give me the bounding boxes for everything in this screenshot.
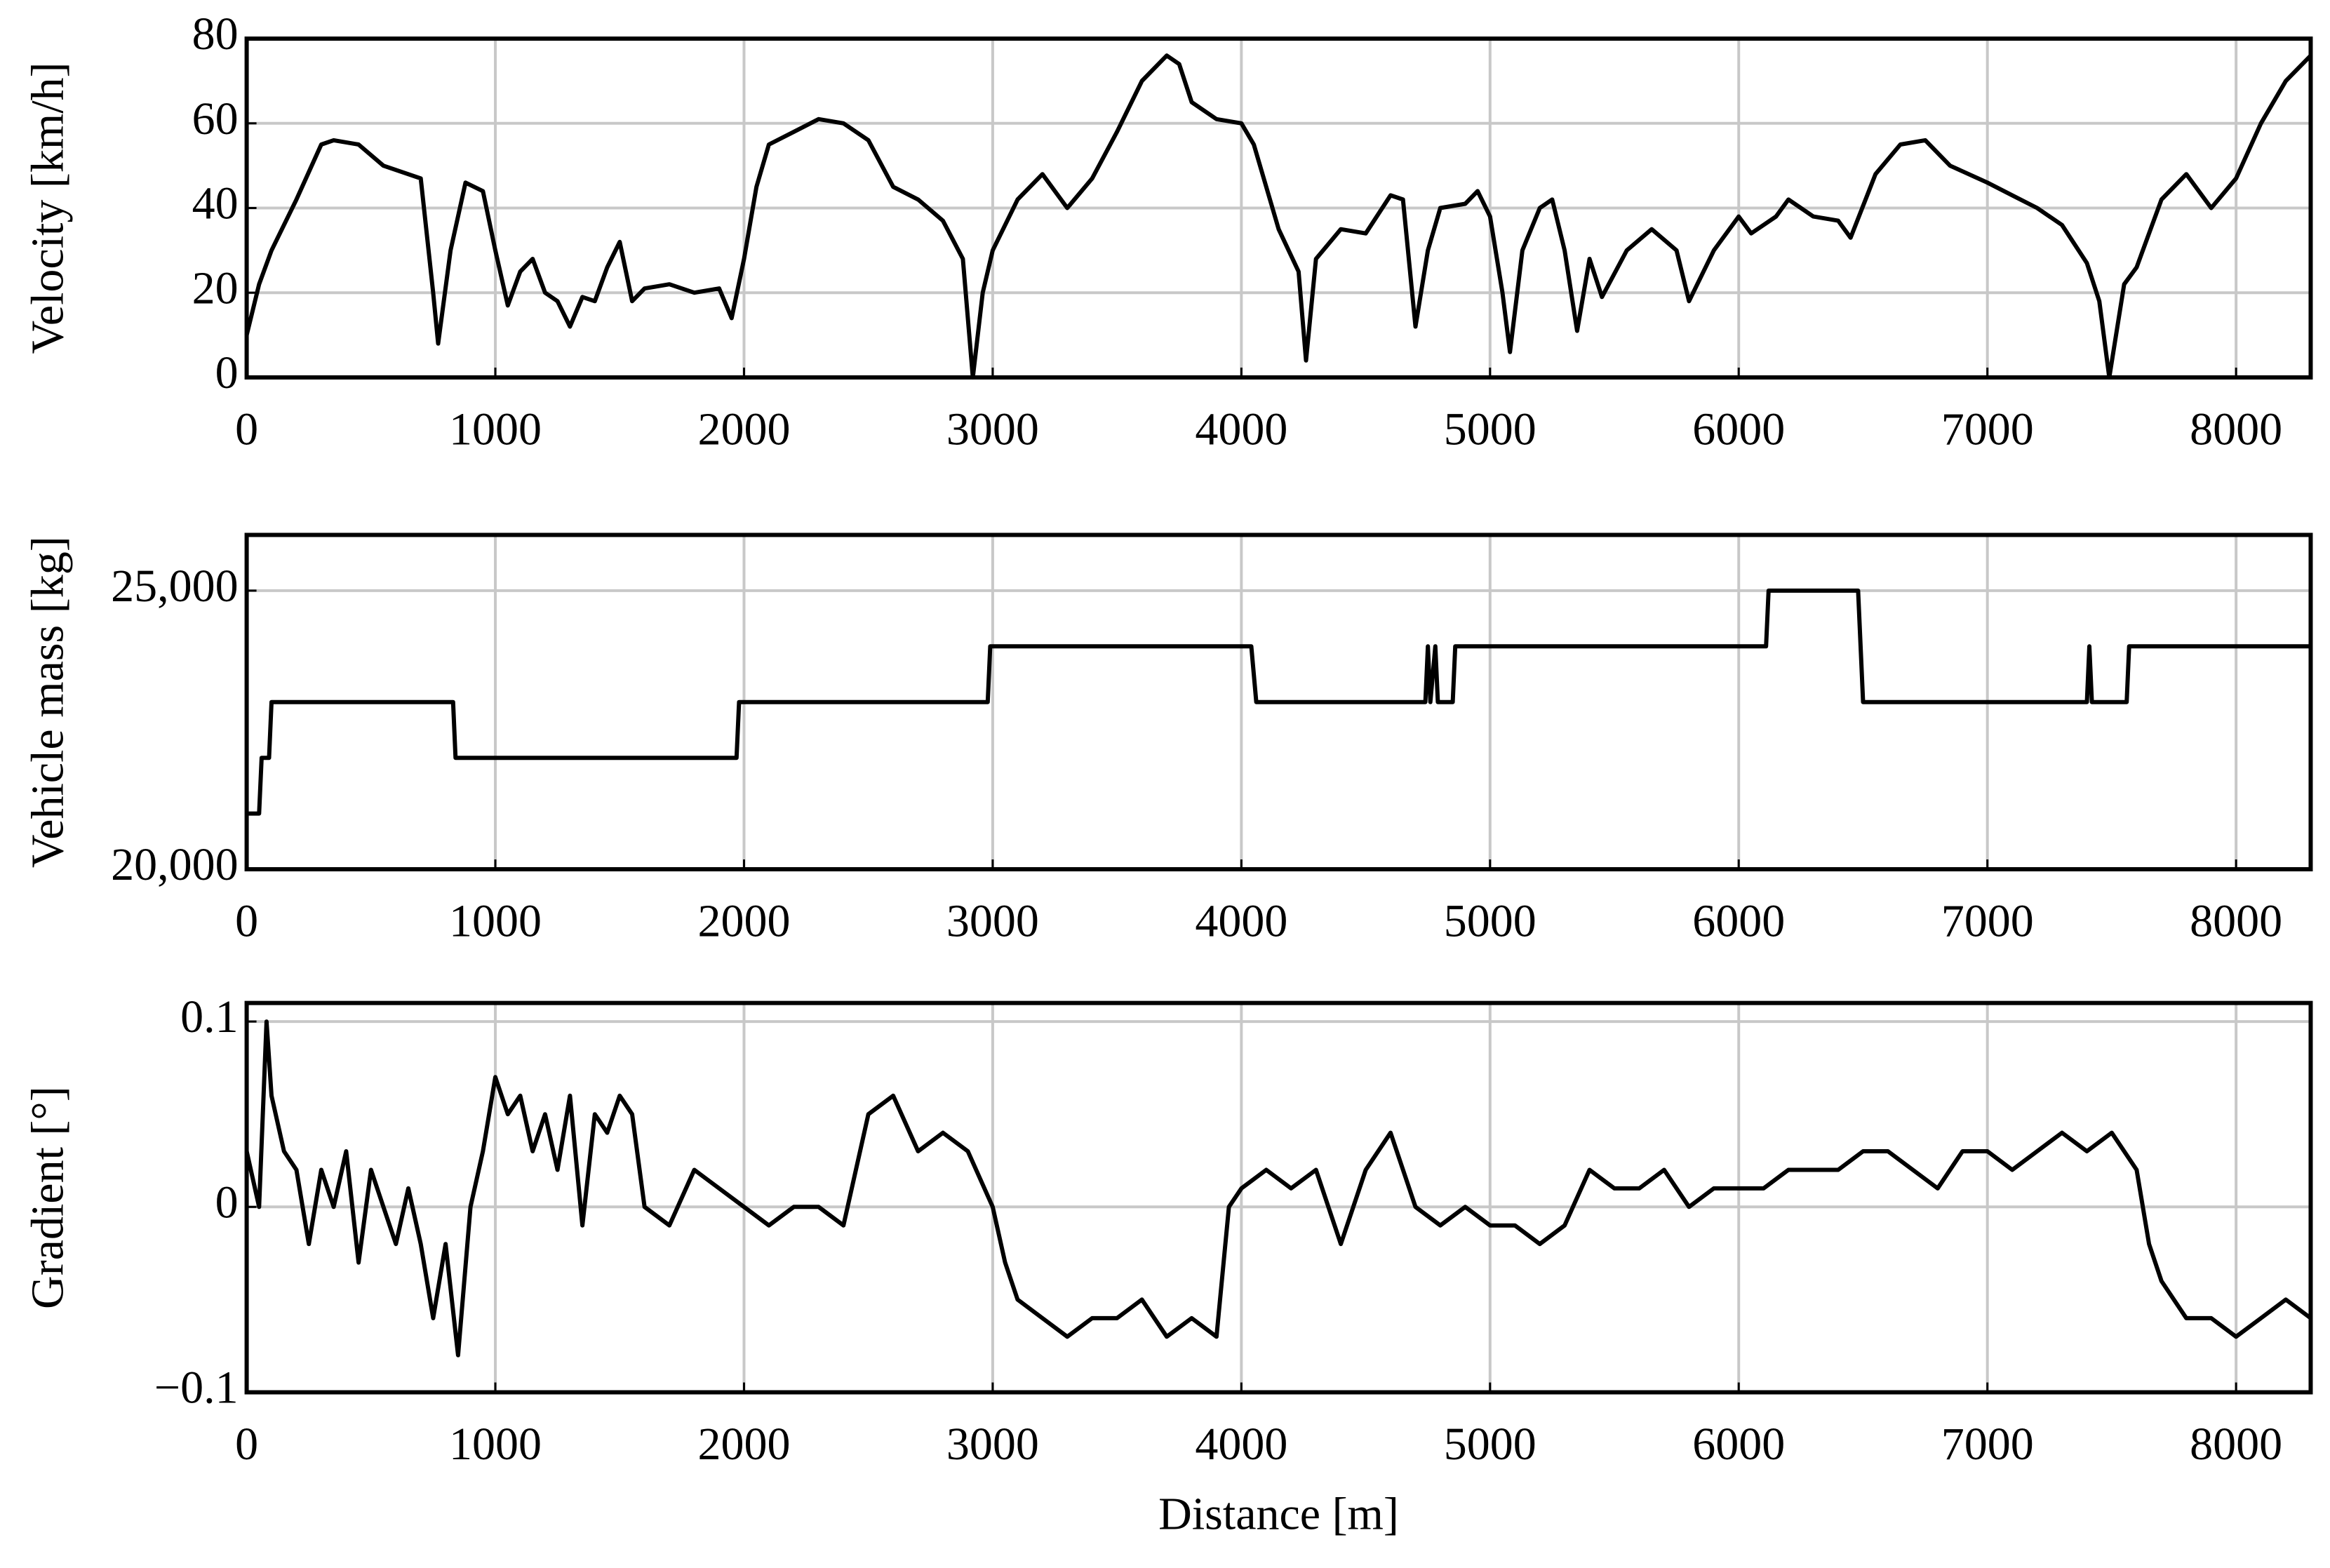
x-tick-label: 3000: [946, 1419, 1039, 1470]
y-tick-label: −0.1: [154, 1362, 239, 1414]
y-axis-label: Gradient [°]: [22, 1086, 73, 1309]
x-tick-label: 6000: [1692, 404, 1785, 455]
x-tick-label: 0: [235, 1419, 258, 1470]
x-tick-label: 3000: [946, 896, 1039, 947]
y-tick-label: 60: [192, 93, 239, 145]
x-tick-label: 5000: [1444, 1419, 1536, 1470]
x-tick-label: 7000: [1941, 896, 2034, 947]
y-tick-label: 20,000: [111, 839, 239, 890]
y-axis-label: Velocity [km/h]: [22, 62, 73, 354]
plot-frame: [244, 532, 2313, 872]
x-tick-label: 4000: [1195, 896, 1287, 947]
x-tick-label: 6000: [1692, 1419, 1785, 1470]
x-tick-label: 2000: [697, 404, 790, 455]
y-axis-label: Vehicle mass [kg]: [22, 536, 73, 868]
y-tick-label: 0: [215, 347, 239, 398]
x-tick-label: 8000: [2190, 404, 2282, 455]
x-tick-label: 0: [235, 404, 258, 455]
x-tick-label: 1000: [449, 404, 542, 455]
plot-frame: [244, 1000, 2313, 1395]
data-line: [244, 1019, 2312, 1358]
x-tick-label: 2000: [697, 896, 790, 947]
x-tick-label: 1000: [449, 896, 542, 947]
x-tick-label: 3000: [946, 404, 1039, 455]
x-tick-label: 7000: [1941, 1419, 2034, 1470]
plot-frame: [244, 36, 2313, 380]
x-tick-label: 1000: [449, 1419, 542, 1470]
y-tick-label: 40: [192, 178, 239, 229]
y-tick-label: 80: [192, 8, 239, 60]
x-tick-label: 4000: [1195, 404, 1287, 455]
x-tick-label: 0: [235, 896, 258, 947]
x-tick-label: 4000: [1195, 1419, 1287, 1470]
x-tick-label: 8000: [2190, 896, 2282, 947]
x-tick-label: 5000: [1444, 404, 1536, 455]
x-tick-label: 2000: [697, 1419, 790, 1470]
y-tick-label: 25,000: [111, 561, 239, 612]
y-tick-label: 0.1: [180, 991, 239, 1043]
x-tick-label: 5000: [1444, 896, 1536, 947]
x-tick-label: 8000: [2190, 1419, 2282, 1470]
x-tick-label: 6000: [1692, 896, 1785, 947]
y-tick-label: 20: [192, 262, 239, 314]
data-line: [244, 53, 2312, 380]
x-axis-label: Distance [m]: [1158, 1489, 1399, 1540]
y-tick-label: 0: [215, 1177, 239, 1228]
data-line: [246, 588, 2311, 816]
x-tick-label: 7000: [1941, 404, 2034, 455]
